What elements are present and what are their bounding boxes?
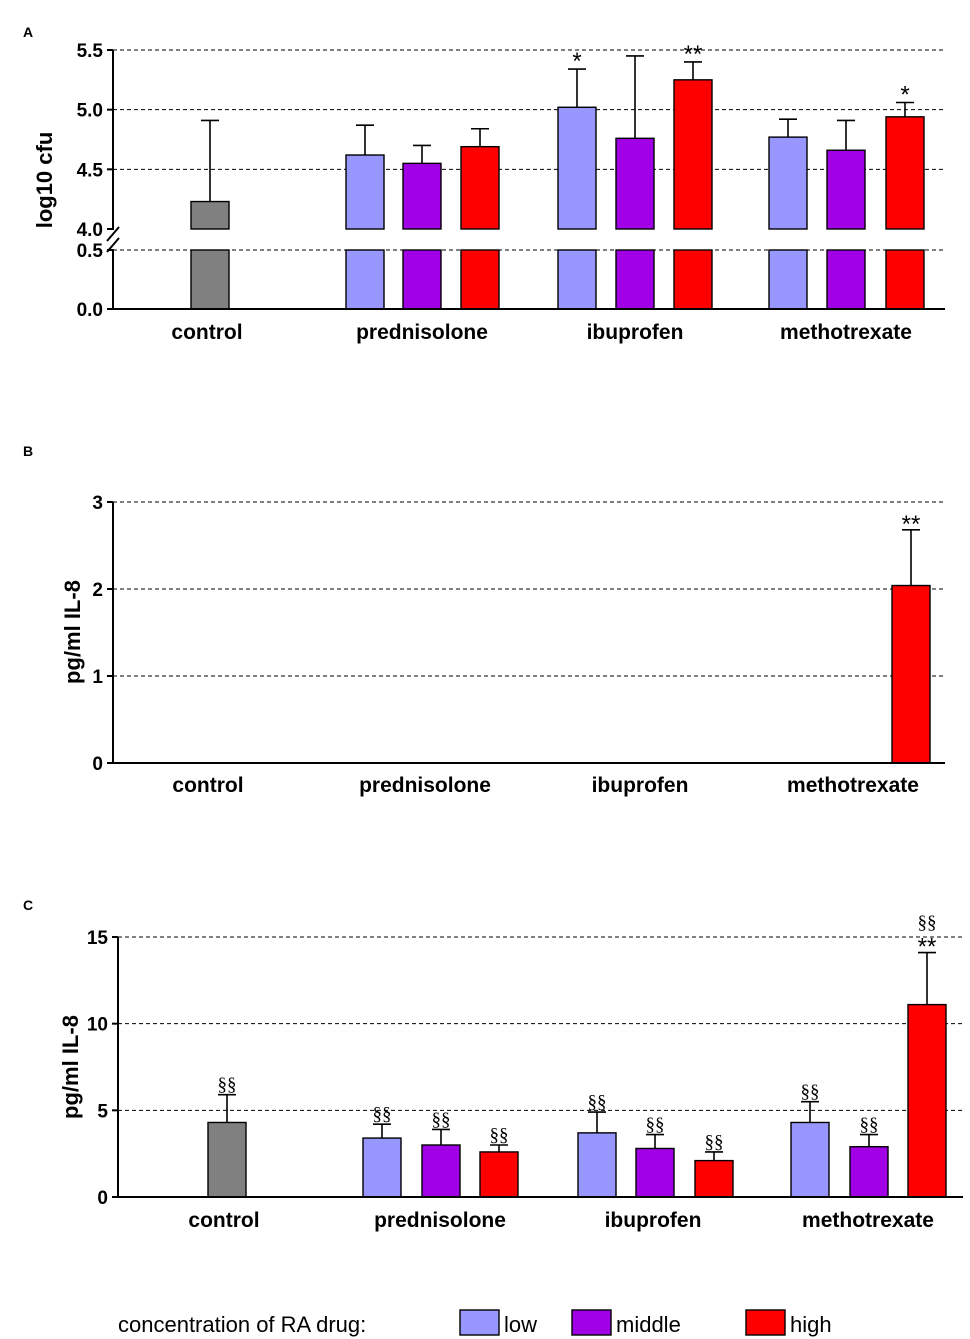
panel-letter: C bbox=[23, 897, 33, 913]
panel-letter: B bbox=[23, 443, 33, 459]
y-tick-label: 5 bbox=[97, 1101, 108, 1122]
bar-ibuprofen-low bbox=[557, 106, 597, 230]
x-tick-label-ibuprofen: ibuprofen bbox=[592, 774, 689, 797]
legend-label-high: high bbox=[790, 1312, 832, 1337]
bar-methotrexate-high-significance: * bbox=[900, 82, 909, 109]
y-tick-label: 15 bbox=[87, 928, 109, 949]
bar-methotrexate-low bbox=[790, 1121, 830, 1198]
bar-ibuprofen-high bbox=[673, 79, 713, 230]
y-tick-label: 0 bbox=[97, 1188, 108, 1209]
bar-methotrexate-low-significance: §§ bbox=[801, 1082, 820, 1103]
bar-ibuprofen-high bbox=[694, 1159, 734, 1198]
legend-swatch-high bbox=[745, 1309, 786, 1336]
x-tick-label-ibuprofen: ibuprofen bbox=[587, 321, 684, 344]
y-tick-label: 5.0 bbox=[77, 101, 103, 122]
x-tick-label-control: control bbox=[171, 321, 242, 344]
panel-letter: A bbox=[23, 24, 33, 40]
y-tick-label: 0 bbox=[92, 754, 103, 775]
bar-ibuprofen-low bbox=[577, 1132, 617, 1198]
bar-methotrexate-middle bbox=[849, 1146, 889, 1198]
y-axis-label: pg/ml IL-8 bbox=[60, 580, 85, 684]
y-tick-label: 3 bbox=[92, 493, 103, 514]
bar-ibuprofen-middle-significance: §§ bbox=[646, 1115, 665, 1136]
y-tick-label: 4.0 bbox=[77, 220, 103, 241]
bar-control-control-lower bbox=[190, 249, 230, 310]
x-tick-label-control: control bbox=[172, 774, 243, 797]
bar-ibuprofen-low-significance: * bbox=[572, 48, 581, 75]
bar-ibuprofen-middle bbox=[615, 137, 655, 230]
bar-ibuprofen-middle bbox=[635, 1147, 675, 1198]
bar-methotrexate-high-significance-2: §§ bbox=[918, 913, 937, 934]
bar-prednisolone-middle-significance: §§ bbox=[432, 1109, 451, 1130]
bar-methotrexate-low-lower bbox=[768, 249, 808, 310]
panel-c: Cpg/ml IL-8 control prednisolone ibuprofen m… bbox=[23, 897, 963, 1232]
x-tick-label-methotrexate: methotrexate bbox=[780, 321, 912, 344]
legend-label-low: low bbox=[504, 1312, 537, 1337]
bar-prednisolone-high-lower bbox=[460, 249, 500, 310]
bar-methotrexate-middle-significance: §§ bbox=[860, 1115, 879, 1136]
bar-prednisolone-low-lower bbox=[345, 249, 385, 310]
y-tick-label: 0.5 bbox=[77, 241, 104, 262]
bar-ibuprofen-low-lower bbox=[557, 249, 597, 310]
y-tick-label: 4.5 bbox=[77, 160, 104, 181]
panel-b: Bpg/ml IL-8 control prednisolone ibuprofen m… bbox=[23, 443, 945, 797]
x-tick-label-methotrexate: methotrexate bbox=[802, 1209, 934, 1232]
bar-ibuprofen-low-significance: §§ bbox=[588, 1092, 607, 1113]
y-tick-label: 5.5 bbox=[77, 41, 104, 62]
bar-prednisolone-low-significance: §§ bbox=[373, 1104, 392, 1125]
bar-prednisolone-high bbox=[479, 1151, 519, 1198]
axis-break-mark bbox=[106, 226, 120, 242]
bar-methotrexate-high-significance: ** bbox=[918, 934, 937, 961]
bar-prednisolone-middle-lower bbox=[402, 249, 442, 310]
bar-ibuprofen-middle-lower bbox=[615, 249, 655, 310]
bar-prednisolone-middle bbox=[421, 1144, 461, 1198]
x-tick-label-control: control bbox=[188, 1209, 259, 1232]
legend-label-middle: middle bbox=[616, 1312, 681, 1337]
legend-title: concentration of RA drug: bbox=[118, 1312, 366, 1337]
bar-control-control-significance: §§ bbox=[218, 1075, 237, 1096]
bar-prednisolone-low bbox=[362, 1137, 402, 1198]
bar-methotrexate-middle bbox=[826, 149, 866, 230]
y-tick-label: 2 bbox=[92, 580, 103, 601]
bar-ibuprofen-high-significance: ** bbox=[684, 41, 703, 68]
x-tick-label-methotrexate: methotrexate bbox=[787, 774, 919, 797]
x-tick-label-prednisolone: prednisolone bbox=[374, 1209, 506, 1232]
bar-control-control bbox=[207, 1121, 247, 1198]
y-tick-label: 0.0 bbox=[77, 300, 103, 321]
bar-methotrexate-high bbox=[907, 1003, 947, 1198]
legend-swatch-low bbox=[459, 1309, 500, 1336]
x-tick-label-prednisolone: prednisolone bbox=[356, 321, 488, 344]
y-axis-label: pg/ml IL-8 bbox=[58, 1015, 83, 1119]
bar-methotrexate-high bbox=[885, 116, 925, 230]
x-tick-label-prednisolone: prednisolone bbox=[359, 774, 491, 797]
bar-methotrexate-middle-lower bbox=[826, 249, 866, 310]
bar-methotrexate-high-lower bbox=[885, 249, 925, 310]
y-tick-label: 1 bbox=[92, 667, 103, 688]
legend-swatch-middle bbox=[571, 1309, 612, 1336]
bar-prednisolone-low bbox=[345, 154, 385, 230]
legend: concentration of RA drug: low middle high bbox=[118, 1309, 832, 1337]
bar-prednisolone-middle bbox=[402, 162, 442, 230]
bar-methotrexate-high-significance: ** bbox=[902, 511, 921, 538]
y-tick-label: 10 bbox=[87, 1015, 108, 1036]
bar-prednisolone-high-significance: §§ bbox=[490, 1125, 509, 1146]
bar-ibuprofen-high-lower bbox=[673, 249, 713, 310]
bar-methotrexate-high bbox=[891, 584, 931, 764]
bar-ibuprofen-high-significance: §§ bbox=[705, 1132, 724, 1153]
bar-control-control bbox=[190, 200, 230, 230]
y-axis-label: log10 cfu bbox=[32, 132, 57, 229]
bar-methotrexate-low bbox=[768, 136, 808, 230]
x-tick-label-ibuprofen: ibuprofen bbox=[605, 1209, 702, 1232]
bar-prednisolone-high bbox=[460, 145, 500, 230]
